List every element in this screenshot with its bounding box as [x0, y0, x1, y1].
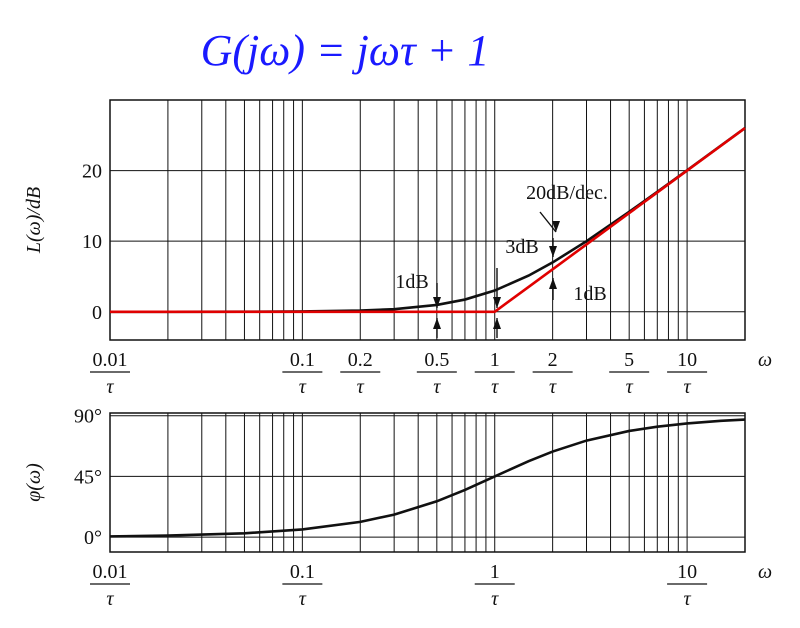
x-tick-label: 0.2	[348, 349, 373, 371]
y-tick-label: 90°	[74, 406, 102, 428]
y-axis-label: L(ω)/dB	[23, 187, 45, 254]
x-axis-label: ω	[758, 561, 772, 583]
x-tick-label: 10	[677, 561, 697, 583]
x-tick-denominator: τ	[299, 588, 307, 610]
x-tick-denominator: τ	[549, 376, 557, 398]
x-tick-label: 0.1	[290, 349, 315, 371]
x-tick-label: 0.01	[93, 561, 128, 583]
annotation: 1dB	[573, 283, 606, 305]
x-axis-label: ω	[758, 349, 772, 371]
annotation: 3dB	[505, 236, 538, 258]
y-tick-label: 20	[82, 161, 102, 183]
x-tick-denominator: τ	[684, 376, 692, 398]
x-tick-label: 0.01	[93, 349, 128, 371]
y-tick-label: 45°	[74, 466, 102, 488]
annotation: 1dB	[395, 271, 428, 293]
plot-frame	[109, 99, 746, 341]
plot-frame	[109, 412, 746, 553]
y-tick-label: 0°	[84, 527, 102, 549]
x-tick-label: 1	[490, 349, 500, 371]
x-tick-label: 2	[548, 349, 558, 371]
x-tick-denominator: τ	[491, 376, 499, 398]
arrow-head	[493, 297, 501, 308]
x-tick-denominator: τ	[357, 376, 365, 398]
x-tick-denominator: τ	[106, 588, 114, 610]
y-axis-label: φ(ω)	[23, 463, 45, 502]
x-tick-denominator: τ	[491, 588, 499, 610]
x-tick-label: 0.5	[424, 349, 449, 371]
arrow-head	[549, 246, 557, 257]
x-tick-label: 10	[677, 349, 697, 371]
x-tick-label: 1	[490, 561, 500, 583]
chart-title: G(jω) = jωτ + 1	[201, 26, 490, 75]
x-tick-denominator: τ	[433, 376, 441, 398]
series-line	[109, 418, 746, 538]
y-tick-label: 0	[92, 302, 102, 324]
x-tick-denominator: τ	[626, 376, 634, 398]
y-tick-label: 10	[82, 231, 102, 253]
x-tick-denominator: τ	[299, 376, 307, 398]
x-tick-label: 0.1	[290, 561, 315, 583]
arrow-head	[433, 318, 441, 329]
x-tick-denominator: τ	[684, 588, 692, 610]
annotation: 20dB/dec.	[526, 182, 608, 204]
x-tick-label: 5	[624, 349, 634, 371]
arrow-stem	[539, 211, 557, 233]
x-tick-denominator: τ	[106, 376, 114, 398]
arrow-head	[549, 278, 557, 289]
arrow-head	[493, 318, 501, 329]
series-line	[110, 127, 746, 314]
arrow-head	[433, 297, 441, 308]
arrow-head	[552, 221, 560, 232]
